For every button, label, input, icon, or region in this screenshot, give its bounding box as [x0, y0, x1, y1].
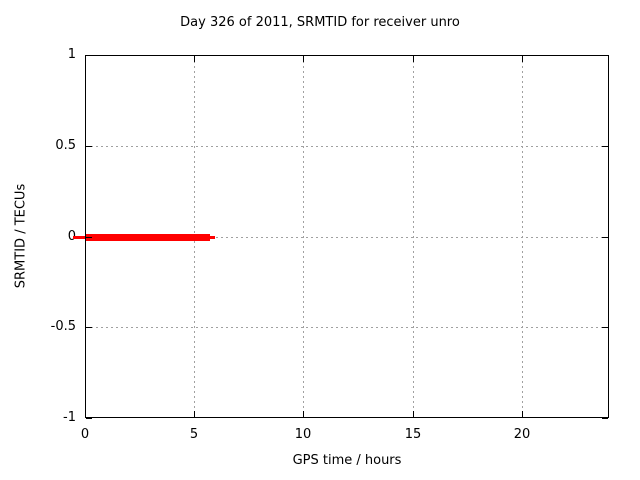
x-tick-bottom [522, 411, 523, 417]
y-gridline [86, 146, 608, 147]
x-tick-top [85, 56, 86, 62]
x-tick-top [303, 56, 304, 62]
y-tick-label: 0.5 [55, 138, 76, 153]
y-tick-left [86, 418, 92, 419]
y-tick-label: 1 [67, 47, 76, 62]
x-tick-top [194, 56, 195, 62]
x-tick-bottom [85, 411, 86, 417]
x-axis-label: GPS time / hours [292, 453, 402, 468]
x-tick-top [413, 56, 414, 62]
x-tick-bottom [194, 411, 195, 417]
y-tick-label: -0.5 [50, 319, 76, 334]
y-tick-right [602, 146, 608, 147]
x-tick-label: 10 [294, 427, 312, 442]
y-tick-left [86, 327, 92, 328]
y-tick-left [86, 146, 92, 147]
y-gridline [86, 237, 608, 238]
y-tick-right [602, 418, 608, 419]
x-tick-label: 15 [404, 427, 422, 442]
x-gridline [522, 56, 523, 417]
y-tick-right [602, 55, 608, 56]
x-tick-label: 0 [80, 427, 90, 442]
y-tick-label: -1 [63, 410, 76, 425]
x-tick-bottom [303, 411, 304, 417]
x-tick-label: 20 [513, 427, 531, 442]
series-line [85, 234, 210, 241]
x-gridline [413, 56, 414, 417]
x-gridline [303, 56, 304, 417]
y-tick-left [86, 237, 92, 238]
y-tick-right [602, 327, 608, 328]
x-tick-top [522, 56, 523, 62]
y-tick-right [602, 237, 608, 238]
y-tick-left [86, 55, 92, 56]
chart-title: Day 326 of 2011, SRMTID for receiver unr… [180, 15, 460, 30]
y-tick-label: 0 [67, 229, 76, 244]
y-gridline [86, 327, 608, 328]
x-tick-bottom [413, 411, 414, 417]
plot-area [85, 55, 609, 418]
x-tick-label: 5 [189, 427, 199, 442]
